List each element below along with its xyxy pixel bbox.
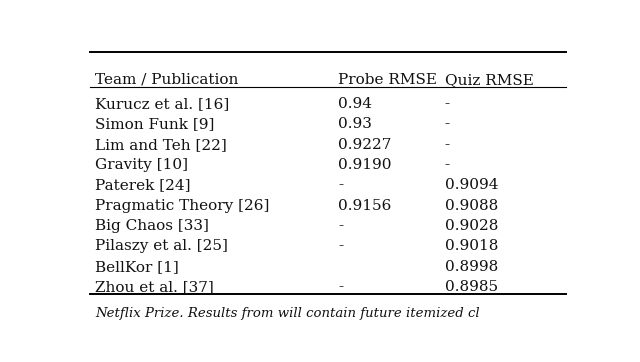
Text: Simon Funk [9]: Simon Funk [9] bbox=[95, 117, 214, 131]
Text: Zhou et al. [37]: Zhou et al. [37] bbox=[95, 280, 214, 294]
Text: 0.8985: 0.8985 bbox=[445, 280, 498, 294]
Text: 0.94: 0.94 bbox=[338, 97, 372, 111]
Text: -: - bbox=[338, 280, 343, 294]
Text: -: - bbox=[338, 178, 343, 192]
Text: Big Chaos [33]: Big Chaos [33] bbox=[95, 219, 209, 233]
Text: 0.9028: 0.9028 bbox=[445, 219, 498, 233]
Text: -: - bbox=[338, 219, 343, 233]
Text: 0.9088: 0.9088 bbox=[445, 199, 498, 213]
Text: -: - bbox=[445, 117, 450, 131]
Text: 0.9190: 0.9190 bbox=[338, 158, 392, 172]
Text: Probe RMSE: Probe RMSE bbox=[338, 73, 437, 87]
Text: 0.8998: 0.8998 bbox=[445, 260, 498, 274]
Text: Quiz RMSE: Quiz RMSE bbox=[445, 73, 533, 87]
Text: 0.93: 0.93 bbox=[338, 117, 372, 131]
Text: Pilaszy et al. [25]: Pilaszy et al. [25] bbox=[95, 239, 228, 253]
Text: -: - bbox=[445, 97, 450, 111]
Text: Kurucz et al. [16]: Kurucz et al. [16] bbox=[95, 97, 229, 111]
Text: 0.9156: 0.9156 bbox=[338, 199, 391, 213]
Text: -: - bbox=[445, 138, 450, 152]
Text: Pragmatic Theory [26]: Pragmatic Theory [26] bbox=[95, 199, 269, 213]
Text: 0.9227: 0.9227 bbox=[338, 138, 391, 152]
Text: BellKor [1]: BellKor [1] bbox=[95, 260, 179, 274]
Text: -: - bbox=[445, 158, 450, 172]
Text: Netflix Prize. Results from will contain future itemized cl: Netflix Prize. Results from will contain… bbox=[95, 307, 479, 320]
Text: Paterek [24]: Paterek [24] bbox=[95, 178, 190, 192]
Text: Lim and Teh [22]: Lim and Teh [22] bbox=[95, 138, 227, 152]
Text: -: - bbox=[338, 239, 343, 253]
Text: 0.9094: 0.9094 bbox=[445, 178, 498, 192]
Text: Gravity [10]: Gravity [10] bbox=[95, 158, 188, 172]
Text: Team / Publication: Team / Publication bbox=[95, 73, 238, 87]
Text: 0.9018: 0.9018 bbox=[445, 239, 498, 253]
